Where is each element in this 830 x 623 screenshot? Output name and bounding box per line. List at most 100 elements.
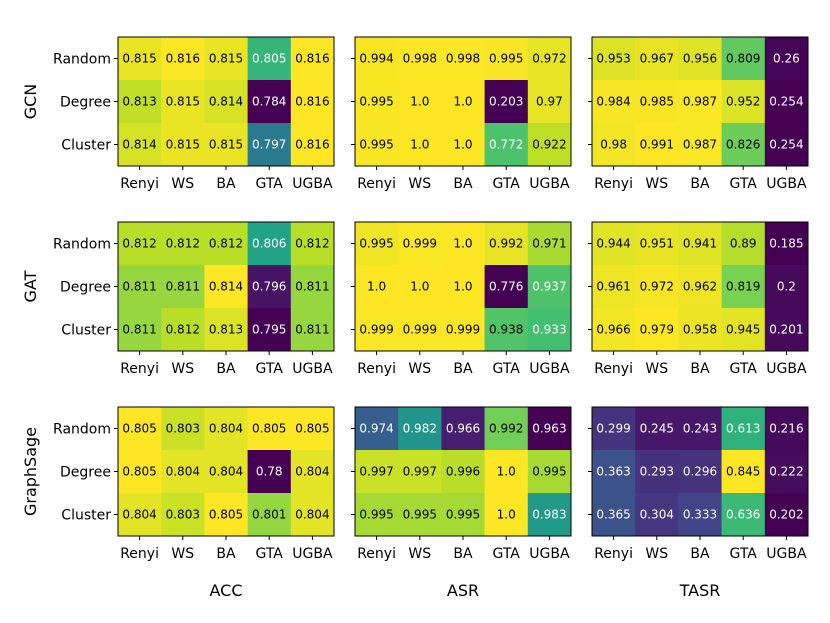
x-tick-label: BA xyxy=(453,546,473,562)
x-tick-label: WS xyxy=(408,361,431,377)
cell-value-label: 0.803 xyxy=(166,422,200,436)
cell-value-label: 0.811 xyxy=(122,323,156,337)
cell-value-label: 0.811 xyxy=(166,280,200,294)
x-tick-label: WS xyxy=(408,546,431,562)
heatmap-cell xyxy=(721,123,766,167)
cell-value-label: 0.951 xyxy=(640,237,674,251)
heatmap-cell xyxy=(678,265,722,309)
cell-value-label: 0.776 xyxy=(489,280,523,294)
heatmap-cell xyxy=(678,222,722,266)
heatmap-cell xyxy=(592,407,636,451)
heatmap-cell xyxy=(527,37,572,81)
cell-value-label: 0.971 xyxy=(532,237,566,251)
cell-value-label: 0.938 xyxy=(489,323,523,337)
x-tick-label: WS xyxy=(171,546,194,562)
cell-value-label: 1.0 xyxy=(410,95,429,109)
heatmap-cell xyxy=(290,123,335,167)
cell-value-label: 1.0 xyxy=(410,138,429,152)
heatmap-cell xyxy=(635,407,679,451)
cell-value-label: 0.809 xyxy=(726,52,760,66)
cell-value-label: 1.0 xyxy=(453,138,472,152)
heatmap-cell xyxy=(635,493,679,537)
cell-value-label: 0.296 xyxy=(683,465,717,479)
cell-value-label: 0.845 xyxy=(726,465,760,479)
heatmap-cell xyxy=(355,308,399,352)
cell-value-label: 0.814 xyxy=(209,280,243,294)
heatmap-cell xyxy=(247,265,292,309)
cell-value-label: 0.365 xyxy=(596,508,630,522)
cell-value-label: 0.813 xyxy=(209,323,243,337)
x-tick-label: UGBA xyxy=(766,546,807,562)
heatmap-cell xyxy=(204,265,248,309)
heatmap-cell xyxy=(118,222,162,266)
y-tick-label: Random xyxy=(53,52,111,68)
cell-value-label: 0.216 xyxy=(769,422,803,436)
y-tick-label: Degree xyxy=(60,95,111,111)
cell-value-label: 0.996 xyxy=(446,465,480,479)
cell-value-label: 0.299 xyxy=(596,422,630,436)
heatmap-cell xyxy=(398,308,442,352)
heatmap-cell xyxy=(204,80,248,124)
panel-graphsage-tasr: 0.299 0.245 0.243 0.613 0.216 0.363 0.293 0.296… xyxy=(588,406,809,562)
heatmap-cell xyxy=(721,37,766,81)
heatmap-cell xyxy=(161,308,205,352)
heatmap-cell xyxy=(118,450,162,494)
cell-value-label: 0.963 xyxy=(532,422,566,436)
heatmap-cell xyxy=(635,308,679,352)
cell-value-label: 0.944 xyxy=(596,237,630,251)
y-tick-label: Random xyxy=(53,237,111,253)
heatmap-cell xyxy=(290,450,335,494)
cell-value-label: 0.995 xyxy=(489,52,523,66)
row-group-title: GraphSage xyxy=(21,427,40,516)
heatmap-cell xyxy=(398,493,442,537)
heatmap-cell xyxy=(678,80,722,124)
heatmap-cell xyxy=(527,123,572,167)
cell-value-label: 0.958 xyxy=(683,323,717,337)
heatmap-cell xyxy=(592,450,636,494)
x-tick-label: Renyi xyxy=(357,361,396,377)
x-tick-label: GTA xyxy=(492,176,520,192)
cell-value-label: 0.992 xyxy=(489,422,523,436)
x-tick-label: GTA xyxy=(729,176,757,192)
x-tick-label: GTA xyxy=(255,361,283,377)
x-tick-label: WS xyxy=(645,361,668,377)
heatmap-cell xyxy=(484,123,529,167)
cell-value-label: 1.0 xyxy=(497,465,516,479)
heatmap-cell xyxy=(764,80,809,124)
cell-value-label: 0.2 xyxy=(777,280,796,294)
cell-value-label: 0.995 xyxy=(446,508,480,522)
x-tick-label: Renyi xyxy=(594,546,633,562)
x-tick-label: BA xyxy=(216,176,236,192)
heatmap-cell xyxy=(527,450,572,494)
cell-value-label: 0.203 xyxy=(489,95,523,109)
heatmap-cell xyxy=(247,37,292,81)
cell-value-label: 0.815 xyxy=(166,138,200,152)
heatmap-cell xyxy=(635,123,679,167)
panel-gcn-acc: 0.815 0.816 0.815 0.805 0.816 0.813 0.815 0.814… xyxy=(53,36,335,192)
cell-value-label: 0.812 xyxy=(122,237,156,251)
heatmap-cell xyxy=(764,407,809,451)
cell-value-label: 0.966 xyxy=(596,323,630,337)
heatmap-cell xyxy=(678,450,722,494)
heatmap-cell xyxy=(355,123,399,167)
heatmap-cell xyxy=(118,407,162,451)
x-tick-label: UGBA xyxy=(766,361,807,377)
heatmap-cell xyxy=(161,493,205,537)
heatmap-cell xyxy=(161,123,205,167)
x-tick-label: UGBA xyxy=(292,176,333,192)
x-tick-label: BA xyxy=(216,361,236,377)
cell-value-label: 0.333 xyxy=(683,508,717,522)
heatmap-cell xyxy=(247,493,292,537)
y-tick-label: Cluster xyxy=(61,138,111,154)
panel-gcn-asr: 0.994 0.998 0.998 0.995 0.972 0.995 1.0 1.0 0.20… xyxy=(351,36,572,192)
cell-value-label: 0.995 xyxy=(403,508,437,522)
cell-value-label: 0.804 xyxy=(295,465,329,479)
heatmap-cell xyxy=(247,222,292,266)
cell-value-label: 0.937 xyxy=(532,280,566,294)
heatmap-cell xyxy=(721,407,766,451)
cell-value-label: 0.804 xyxy=(209,422,243,436)
heatmap-cell xyxy=(764,37,809,81)
panel-gcn-tasr: 0.953 0.967 0.956 0.809 0.26 0.984 0.985 0.987 0… xyxy=(588,36,809,192)
cell-value-label: 0.772 xyxy=(489,138,523,152)
cell-value-label: 0.815 xyxy=(166,95,200,109)
